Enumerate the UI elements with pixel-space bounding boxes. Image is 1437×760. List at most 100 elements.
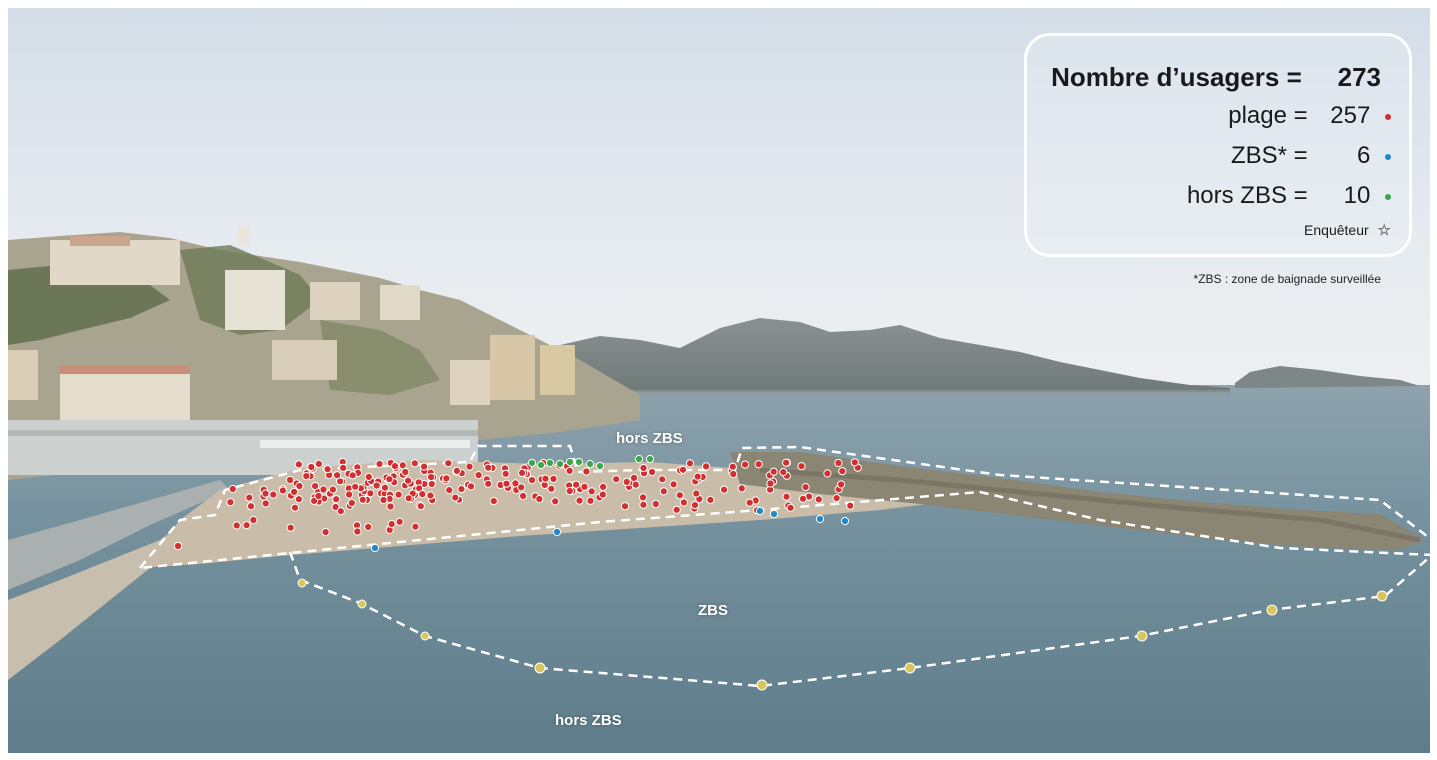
usager-plage-dot (394, 490, 403, 499)
usager-plage-dot (489, 497, 498, 506)
usager-plage-dot (328, 485, 337, 494)
usager-plage-dot (246, 502, 256, 511)
usager-plage-dot (675, 491, 684, 500)
usager-plage-dot (364, 522, 373, 532)
usager-plage-dot (549, 474, 558, 483)
usager-plage-dot (294, 495, 303, 504)
legend-label-zbs: ZBS* = (1230, 142, 1308, 169)
usager-plage-dot (648, 467, 657, 477)
usager-plage-dot (832, 494, 841, 503)
usager-plage-dot (353, 527, 362, 536)
usager-plage-dot (452, 466, 461, 475)
usager-plage-dot (401, 467, 410, 477)
legend-label-plage: plage = (1228, 102, 1308, 129)
building (380, 285, 420, 320)
usager-plage-dot (620, 502, 630, 511)
usager-zbs-dot (755, 506, 765, 516)
usager-plage-dot (261, 489, 270, 498)
usager-zbs-dot (552, 527, 562, 537)
buoy (1376, 590, 1388, 602)
usager-plage-dot (737, 484, 746, 493)
usager-plage-dot (444, 459, 453, 468)
legend-footnote: *ZBS : zone de baignade surveillée (1193, 272, 1381, 286)
usager-plage-dot (678, 465, 688, 474)
usager-plage-dot (846, 501, 855, 510)
tower (238, 226, 250, 246)
usager-plage-dot (575, 496, 584, 505)
usager-plage-dot (741, 460, 750, 469)
usager-plage-dot (442, 474, 451, 483)
legend-row-hors-zbs: hors ZBS = 10 (1187, 182, 1391, 210)
usager-plage-dot (348, 471, 357, 480)
usager-plage-dot (782, 458, 791, 467)
usager-plage-dot (404, 494, 413, 503)
usager-plage-dot (551, 497, 560, 506)
usager-plage-dot (457, 485, 466, 494)
building (8, 350, 38, 400)
usager-plage-dot (411, 522, 420, 531)
usager-plage-dot (685, 459, 695, 468)
usager-plage-dot (629, 473, 639, 482)
legend-total-row: Nombre d’usagers = 273 (1051, 62, 1381, 93)
usager-plage-dot (285, 475, 295, 485)
usager-hors-zbs-dot (595, 461, 605, 471)
usager-plage-dot (484, 479, 493, 488)
buoy (357, 599, 367, 609)
usager-plage-dot (380, 483, 390, 492)
buoy (1136, 630, 1148, 642)
usager-plage-dot (173, 541, 183, 551)
usager-plage-dot (302, 472, 311, 481)
usager-plage-dot (823, 469, 832, 478)
usager-plage-dot (850, 458, 859, 467)
usagers-zbs (370, 506, 850, 553)
legend-value-plage: 257 (1330, 102, 1371, 129)
usager-plage-dot (586, 496, 595, 505)
usager-plage-dot (729, 469, 738, 479)
green-dot-icon (1385, 193, 1391, 200)
usager-plage-dot (278, 486, 287, 495)
usager-plage-dot (321, 528, 330, 537)
usager-plage-dot (358, 495, 367, 504)
usager-plage-dot (420, 462, 429, 471)
buoys (297, 578, 1388, 691)
usager-plage-dot (639, 500, 648, 509)
usager-plage-dot (379, 495, 388, 505)
usager-plage-dot (385, 475, 394, 484)
usager-plage-dot (786, 503, 795, 512)
usager-plage-dot (261, 499, 270, 508)
usager-plage-dot (226, 498, 235, 507)
usager-plage-dot (445, 486, 454, 495)
usager-plage-dot (720, 485, 729, 494)
usager-plage-dot (798, 494, 808, 503)
breakwater (730, 452, 1425, 550)
usager-plage-dot (242, 521, 251, 530)
usager-plage-dot (404, 476, 413, 485)
usager-hors-zbs-dot (536, 460, 546, 470)
usager-plage-dot (426, 491, 435, 500)
usager-plage-dot (314, 459, 323, 468)
usager-plage-dot (375, 459, 384, 468)
usager-plage-dot (837, 480, 846, 489)
building (50, 240, 180, 285)
island (1235, 366, 1420, 388)
usager-plage-dot (587, 487, 596, 496)
legend-row-zbs: ZBS* = 6 (1231, 142, 1391, 170)
usager-plage-dot (838, 467, 847, 476)
usager-plage-dot (387, 520, 396, 529)
usager-hors-zbs-dot (634, 454, 644, 464)
usager-plage-dot (466, 482, 476, 491)
buoy (904, 662, 916, 674)
usager-hors-zbs-dot (527, 458, 537, 468)
usager-plage-dot (612, 475, 621, 484)
usager-plage-dot (416, 502, 425, 511)
usager-plage-dot (639, 463, 648, 473)
usager-plage-dot (834, 458, 843, 468)
usager-zbs-dot (370, 543, 380, 553)
legend-row-enqueteur: Enquêteur ☆ (1304, 221, 1391, 240)
usager-plage-dot (474, 471, 483, 480)
legend-total-label: Nombre d’usagers = (1051, 62, 1302, 92)
usager-hors-zbs-dot (574, 457, 584, 467)
usager-plage-dot (572, 480, 581, 489)
usager-plage-dot (410, 459, 419, 468)
